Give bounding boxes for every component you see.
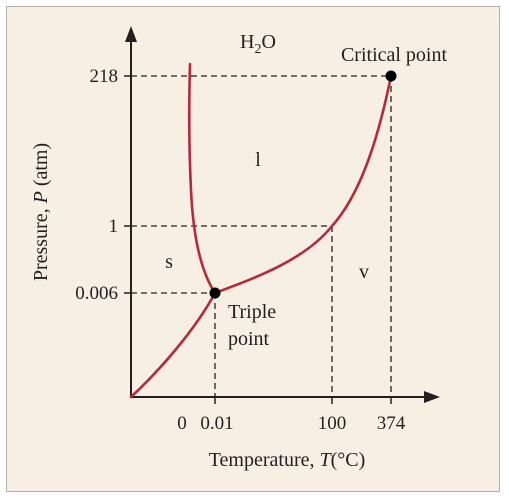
y-axis-title: Pressure, P (atm) — [30, 143, 52, 281]
y-tick-label-0006: 0.006 — [75, 283, 118, 304]
diagram-title: H2O — [240, 31, 276, 57]
region-label-solid: s — [165, 251, 173, 273]
triple-point-label-line2: point — [228, 328, 270, 350]
x-tick-label-0: 0 — [177, 413, 187, 434]
y-axis-arrow-icon — [125, 26, 137, 42]
diagram-frame — [6, 6, 500, 492]
y-tick-label-1: 1 — [109, 216, 119, 237]
x-tick-label-100: 100 — [318, 413, 347, 434]
y-tick-label-218: 218 — [90, 66, 119, 87]
x-tick-label-001: 0.01 — [200, 413, 233, 434]
x-axis-title: Temperature, T(°C) — [209, 449, 366, 471]
triple-point-marker — [209, 287, 221, 299]
region-label-liquid: l — [255, 149, 261, 171]
critical-point-marker — [385, 70, 397, 82]
x-tick-label-374: 374 — [377, 413, 406, 434]
sublimation-curve — [129, 291, 217, 399]
critical-point-label: Critical point — [341, 44, 448, 66]
region-label-vapor: v — [359, 261, 369, 283]
triple-point-label-line1: Triple — [228, 301, 276, 323]
vaporization-curve — [213, 74, 393, 295]
x-axis-arrow-icon — [424, 391, 440, 403]
fusion-curve — [188, 62, 217, 295]
